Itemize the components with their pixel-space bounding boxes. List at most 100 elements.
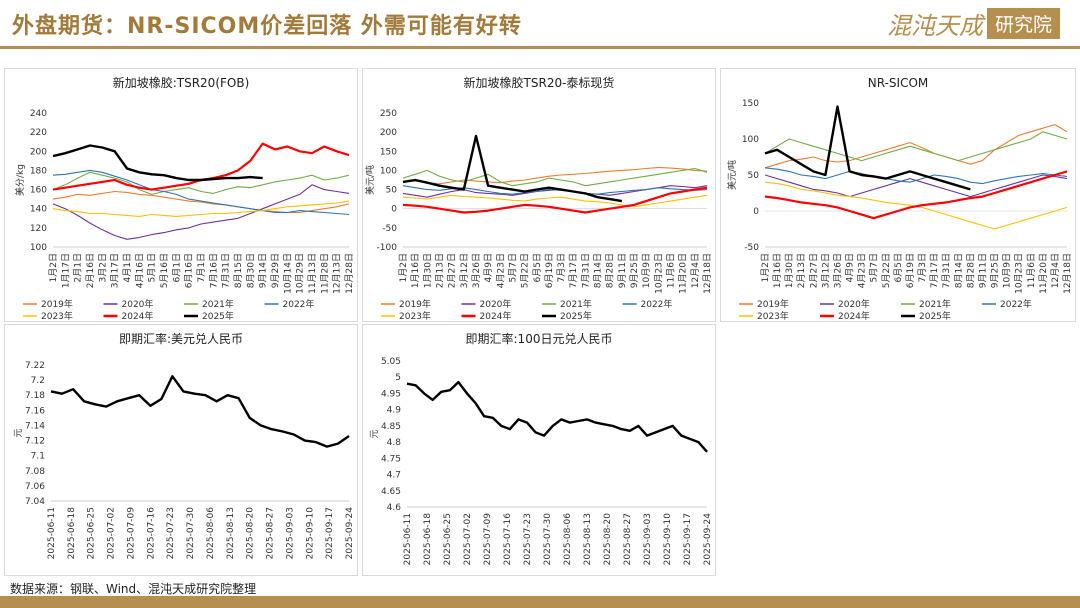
tsr20-thai-spot-xtick: 7月31日 — [580, 253, 591, 288]
tsr20-fob-xtick: 11月13日 — [307, 253, 318, 294]
nr-sicom-xtick: 5月22日 — [881, 253, 892, 288]
tsr20-fob-legend-label: 2020年 — [122, 298, 154, 310]
chart-usd-cny: 即期汇率:美元兑人民币 7.04 7.06 7.08 7.1 7.12 7.14 7.16 7.… — [14, 331, 355, 560]
tsr20-thai-spot-xtick: 1月2日 — [398, 253, 409, 282]
usd-cny-xtick: 2025-08-27 — [266, 507, 276, 559]
tsr20-thai-spot-series-y2021 — [402, 167, 708, 187]
nr-sicom-series-y2025 — [764, 105, 971, 191]
chart-tsr20-fob: 新加坡橡胶:TSR20(FOB) 100 120 140 160 180 200 220 240… — [14, 75, 355, 321]
tsr20-fob-xtick: 12月28日 — [344, 253, 355, 294]
nr-sicom-title: NR-SICOM — [868, 76, 929, 90]
nr-sicom-series-y2021 — [764, 131, 1068, 162]
nr-sicom-xtick: 7月31日 — [941, 253, 952, 288]
header-bar: 外盘期货：NR-SICOM价差回落 外需可能有好转 混沌天成 研究院 — [0, 0, 1080, 50]
tsr20-fob-ytick: 200 — [30, 147, 47, 157]
nr-sicom-ytick: 0 — [753, 207, 759, 217]
tsr20-thai-spot-ytick: 50 — [386, 186, 398, 196]
nr-sicom-xtick: 11月6日 — [1026, 253, 1037, 288]
tsr20-fob-xtick: 6月16日 — [184, 253, 195, 288]
tsr20-fob-title: 新加坡橡胶:TSR20(FOB) — [113, 75, 250, 90]
tsr20-fob-ytick: 100 — [30, 243, 47, 253]
jpy100-cny-xtick: 2025-07-16 — [503, 513, 513, 566]
tsr20-thai-spot-xtick: 6月5日 — [532, 253, 543, 282]
tsr20-thai-spot-xtick: 10月9日 — [641, 253, 652, 288]
tsr20-fob-series-y2021 — [52, 171, 350, 195]
tsr20-thai-spot-ylabel: 美元/吨 — [364, 165, 376, 195]
tsr20-thai-spot-xtick: 3月12日 — [459, 253, 470, 288]
tsr20-thai-spot-xtick: 6月19日 — [544, 253, 555, 288]
jpy100-cny-ytick: 4.6 — [387, 503, 402, 513]
usd-cny-xtick: 2025-07-16 — [146, 507, 156, 560]
nr-sicom-ytick: 100 — [742, 135, 759, 145]
nr-sicom-legend-label: 2025年 — [919, 310, 951, 321]
header-divider — [0, 46, 1080, 49]
tsr20-thai-spot-xtick: 4月23日 — [495, 253, 506, 288]
usd-cny-xtick: 2025-09-10 — [305, 507, 315, 560]
nr-sicom-ylabel: 美元/吨 — [726, 160, 738, 190]
chart-panel-jpy-cny: 即期汇率:100日元兑人民币 4.6 4.65 4.7 4.75 4.8 4.85 4.9 4.… — [362, 324, 716, 576]
chart-jpy-cny: 即期汇率:100日元兑人民币 4.6 4.65 4.7 4.75 4.8 4.85 4.9 4.… — [370, 331, 713, 566]
tsr20-fob-xtick: 5月16日 — [159, 253, 170, 288]
tsr20-thai-spot-xtick: 12月4日 — [690, 253, 701, 288]
tsr20-thai-spot-legend-label: 2020年 — [480, 298, 512, 310]
jpy100-cny-xtick: 2025-08-20 — [603, 513, 613, 566]
tsr20-fob-xtick: 2月16日 — [85, 253, 96, 288]
jpy100-cny-xtick: 2025-09-17 — [683, 513, 693, 565]
usd-cny-ytick: 7.08 — [25, 467, 45, 477]
nr-sicom-xtick: 5月7日 — [869, 253, 880, 282]
nr-sicom-xtick: 9月25日 — [990, 253, 1001, 288]
tsr20-fob-series-y2022 — [52, 169, 350, 216]
tsr20-fob-ytick: 220 — [30, 128, 47, 138]
tsr20-thai-spot-series-y2023 — [402, 194, 708, 208]
tsr20-thai-spot-ytick: 100 — [380, 166, 397, 176]
jpy100-cny-xtick: 2025-07-09 — [483, 513, 493, 566]
tsr20-fob-ytick: 180 — [30, 166, 47, 176]
tsr20-fob-xtick: 1月17日 — [60, 253, 71, 288]
tsr20-fob-xtick: 5月1日 — [147, 253, 158, 282]
tsr20-thai-spot-series-y2024 — [402, 186, 708, 214]
tsr20-fob-series-y2020 — [52, 184, 350, 240]
tsr20-thai-spot-ytick: 250 — [380, 109, 397, 119]
nr-sicom-legend-label: 2022年 — [1000, 298, 1032, 310]
chart-panel-usd-cny: 即期汇率:美元兑人民币 7.04 7.06 7.08 7.1 7.12 7.14 7.16 7.… — [4, 324, 358, 576]
nr-sicom-series-y2019 — [764, 124, 1068, 169]
usd-cny-ytick: 7.22 — [25, 361, 45, 371]
jpy100-cny-ytick: 5 — [395, 373, 401, 383]
tsr20-fob-xtick: 7月1日 — [196, 253, 207, 282]
tsr20-fob-xtick: 9月14日 — [258, 253, 269, 288]
nr-sicom-xtick: 1月16日 — [772, 253, 783, 288]
jpy100-cny-ytick: 4.85 — [381, 422, 401, 432]
tsr20-thai-spot-xtick: 1月16日 — [410, 253, 421, 288]
nr-sicom-xtick: 1月30日 — [784, 253, 795, 288]
nr-sicom-xtick: 12月18日 — [1062, 253, 1073, 294]
tsr20-fob-xtick: 2月1日 — [73, 253, 84, 282]
nr-sicom-xtick: 2月13日 — [796, 253, 807, 288]
tsr20-thai-spot-xtick: 1月30日 — [422, 253, 433, 288]
tsr20-thai-spot-xtick: 7月3日 — [556, 253, 567, 282]
usd-cny-xtick: 2025-06-25 — [87, 507, 97, 559]
nr-sicom-xtick: 6月5日 — [893, 253, 904, 282]
tsr20-thai-spot-series-y2025 — [402, 134, 623, 203]
jpy100-cny-ytick: 4.65 — [381, 487, 401, 497]
tsr20-thai-spot-ytick: -100 — [377, 243, 398, 253]
nr-sicom-xtick: 7月17日 — [929, 253, 940, 288]
tsr20-thai-spot-ytick: 200 — [380, 128, 397, 138]
tsr20-thai-spot-xtick: 8月14日 — [593, 253, 604, 288]
jpy100-cny-ytick: 4.9 — [387, 406, 402, 416]
tsr20-fob-xtick: 4月1日 — [122, 253, 133, 282]
nr-sicom-xtick: 3月12日 — [820, 253, 831, 288]
jpy100-cny-title: 即期汇率:100日元兑人民币 — [466, 331, 613, 346]
tsr20-thai-spot-xtick: 2月27日 — [447, 253, 458, 288]
nr-sicom-xtick: 11月20日 — [1038, 253, 1049, 294]
nr-sicom-legend-label: 2019年 — [757, 298, 789, 310]
jpy100-cny-xtick: 2025-07-23 — [523, 513, 533, 565]
nr-sicom-xtick: 6月19日 — [905, 253, 916, 288]
tsr20-thai-spot-legend-label: 2024年 — [480, 310, 512, 321]
tsr20-fob-xtick: 8月15日 — [233, 253, 244, 288]
tsr20-thai-spot-legend-label: 2019年 — [399, 298, 431, 310]
jpy100-cny-xtick: 2025-08-27 — [623, 513, 633, 565]
nr-sicom-xtick: 1月2日 — [760, 253, 771, 282]
tsr20-fob-legend-label: 2019年 — [41, 298, 73, 310]
tsr20-thai-spot-xtick: 8月28日 — [605, 253, 616, 288]
